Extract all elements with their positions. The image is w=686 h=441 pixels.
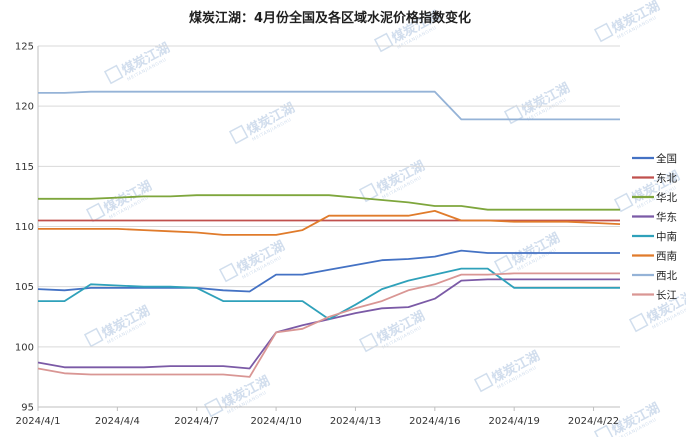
watermark-logo — [358, 182, 379, 203]
series-lines — [37, 90, 621, 378]
y-tick-label: 110 — [15, 222, 34, 233]
legend-label: 东北 — [656, 172, 677, 185]
x-tick-label: 2024/4/22 — [568, 416, 619, 427]
series-line-全国 — [37, 249, 620, 293]
watermark-logo — [613, 192, 634, 213]
legend-label: 长江 — [656, 290, 677, 302]
y-tick-label: 95 — [21, 403, 34, 414]
x-axis-ticks: 2024/4/1 2024/4/4 2024/4/7 2024/4/10 2024/4/… — [16, 407, 619, 427]
watermark-logo — [373, 32, 394, 53]
x-tick-label: 2024/4/4 — [95, 416, 140, 427]
legend-label: 中南 — [656, 230, 677, 243]
watermark-logo — [83, 327, 104, 348]
series-line-西南 — [38, 210, 621, 236]
y-tick-label: 120 — [15, 102, 34, 113]
watermark-logo — [503, 104, 524, 125]
watermark-logo — [493, 254, 514, 275]
x-tick-label: 2024/4/1 — [16, 416, 61, 427]
watermark-logo — [628, 312, 649, 333]
watermark-logo — [85, 202, 106, 223]
watermark-logo — [218, 262, 239, 283]
x-tick-label: 2024/4/10 — [250, 416, 301, 427]
watermark-logo — [203, 397, 224, 418]
y-tick-label: 125 — [15, 42, 34, 53]
watermark-logo — [473, 372, 494, 393]
watermark-logo — [358, 332, 379, 353]
chart-title: 煤炭江湖：4月份全国及各区域水泥价格指数变化 — [189, 10, 471, 26]
watermark-logo — [103, 64, 124, 85]
legend-label: 华北 — [656, 191, 677, 204]
legend-label: 西南 — [656, 250, 677, 263]
watermark-logo — [228, 124, 249, 145]
y-tick-label: 105 — [15, 282, 34, 293]
watermark-logo — [593, 22, 614, 43]
x-tick-label: 2024/4/19 — [489, 416, 540, 427]
series-line-西北 — [38, 90, 620, 121]
x-tick-label: 2024/4/7 — [174, 416, 219, 427]
series-line-中南 — [38, 267, 620, 321]
legend-label: 西北 — [656, 270, 677, 282]
legend-label: 华东 — [656, 211, 677, 224]
series-line-华北 — [38, 194, 620, 211]
legend-label: 全国 — [656, 152, 677, 165]
y-tick-label: 100 — [15, 342, 34, 353]
y-tick-label: 115 — [15, 162, 34, 173]
x-tick-label: 2024/4/16 — [409, 416, 460, 427]
series-line-长江 — [37, 272, 620, 378]
axes — [37, 46, 620, 408]
y-axis-ticks: 95 100 105 110 115 120 125 — [15, 42, 34, 414]
x-tick-label: 2024/4/13 — [330, 416, 381, 427]
